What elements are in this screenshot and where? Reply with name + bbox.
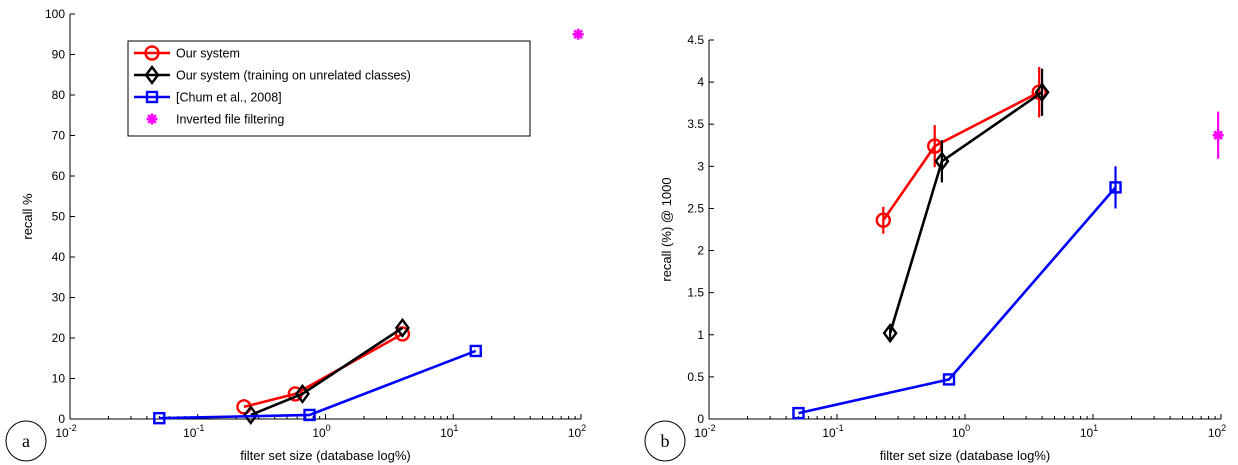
data-point	[243, 404, 259, 425]
chart-panel-a: 0 10 20 30 40 50 60 70 80 90 100 10-2 10-1 100 101 102 f…	[5, 7, 586, 463]
legend-label: Our system	[176, 47, 240, 61]
series-1	[882, 68, 1050, 344]
data-point	[469, 344, 482, 358]
y-tick-label: 3	[697, 159, 704, 173]
series-1	[243, 317, 410, 425]
y-tick-label: 0.5	[687, 370, 704, 384]
data-point	[294, 383, 310, 404]
chart-panel-b: 0 0.5 1 1.5 2 2.5 3 3.5 4 4.5 10-2 10-1 100 101 102 fil…	[644, 33, 1226, 463]
legend-box	[127, 40, 531, 137]
x-tick-label: 101	[1080, 423, 1098, 440]
x-tick-label: 10-1	[183, 423, 204, 440]
y-tick-label: 70	[52, 129, 66, 143]
data-point	[1109, 181, 1122, 194]
panel-tag-label: b	[661, 431, 670, 451]
x-axis-label: filter set size (database log%)	[880, 448, 1051, 463]
series-2	[153, 344, 482, 425]
x-tick-label: 10-2	[694, 423, 715, 440]
y-tick-label: 100	[45, 7, 65, 21]
y-axis-label: recall (%) @ 1000	[659, 177, 674, 281]
y-tick-label: 60	[52, 169, 66, 183]
legend-marker	[144, 45, 160, 61]
x-tick-label: 10-1	[822, 423, 843, 440]
y-tick-label: 3.5	[687, 117, 704, 131]
series-3	[1212, 111, 1224, 159]
legend-entry: Our system	[134, 45, 240, 61]
y-tick-label: 50	[52, 210, 66, 224]
legend-marker	[145, 90, 159, 104]
y-tick-label: 10	[52, 372, 66, 386]
legend-entry: Our system (training on unrelated classe…	[134, 65, 411, 85]
series-line	[159, 349, 477, 420]
legend-label: Inverted file filtering	[176, 113, 284, 127]
data-point	[1212, 129, 1224, 141]
legend-entry: [Chum et al., 2008]	[134, 91, 282, 105]
series-2	[792, 166, 1122, 420]
data-point	[1034, 82, 1050, 103]
data-point	[394, 326, 411, 342]
y-tick-label: 1	[697, 328, 704, 342]
data-point	[153, 411, 166, 425]
data-point	[792, 406, 805, 420]
y-tick-label: 30	[52, 291, 66, 305]
x-tick-label: 101	[440, 423, 458, 440]
panel-tag-label: a	[22, 431, 30, 451]
legend-entry: Inverted file filtering	[146, 113, 284, 127]
y-tick-label: 2	[697, 244, 704, 258]
legend-label: Our system (training on unrelated classe…	[176, 69, 411, 83]
x-tick-label: 102	[568, 423, 586, 440]
y-tick-label: 4	[697, 75, 704, 89]
y-tick-label: 4.5	[687, 33, 704, 47]
panel-tag-circle	[5, 420, 47, 462]
y-tick-label: 0	[58, 412, 65, 426]
data-point	[942, 373, 956, 386]
data-point	[934, 151, 950, 172]
y-tick-label: 1.5	[687, 286, 704, 300]
y-tick-label: 2.5	[687, 201, 704, 215]
x-tick-label: 100	[952, 423, 970, 440]
panel-tag-circle	[644, 420, 686, 462]
y-tick-label: 90	[52, 48, 66, 62]
data-point	[303, 408, 316, 422]
legend-label: [Chum et al., 2008]	[176, 91, 282, 105]
x-tick-label: 10-2	[55, 423, 76, 440]
series-3	[572, 28, 584, 40]
legend: Our system Our system (training on unrela…	[127, 40, 531, 137]
data-point	[1031, 84, 1047, 100]
x-tick-label: 100	[312, 423, 330, 440]
legend-marker	[146, 113, 158, 125]
y-tick-label: 0	[697, 412, 704, 426]
x-tick-label: 102	[1208, 423, 1226, 440]
data-point	[882, 323, 898, 344]
x-axis-label: filter set size (database log%)	[240, 448, 411, 463]
series-line	[798, 186, 1117, 415]
data-point	[875, 212, 892, 228]
data-point	[572, 28, 584, 40]
data-point	[394, 317, 410, 338]
y-tick-label: 20	[52, 331, 66, 345]
series-0	[875, 66, 1047, 234]
y-tick-label: 40	[52, 250, 66, 264]
y-axis-label: recall %	[20, 193, 35, 240]
y-tick-label: 80	[52, 88, 66, 102]
legend-marker	[144, 65, 160, 85]
series-line	[250, 326, 404, 417]
